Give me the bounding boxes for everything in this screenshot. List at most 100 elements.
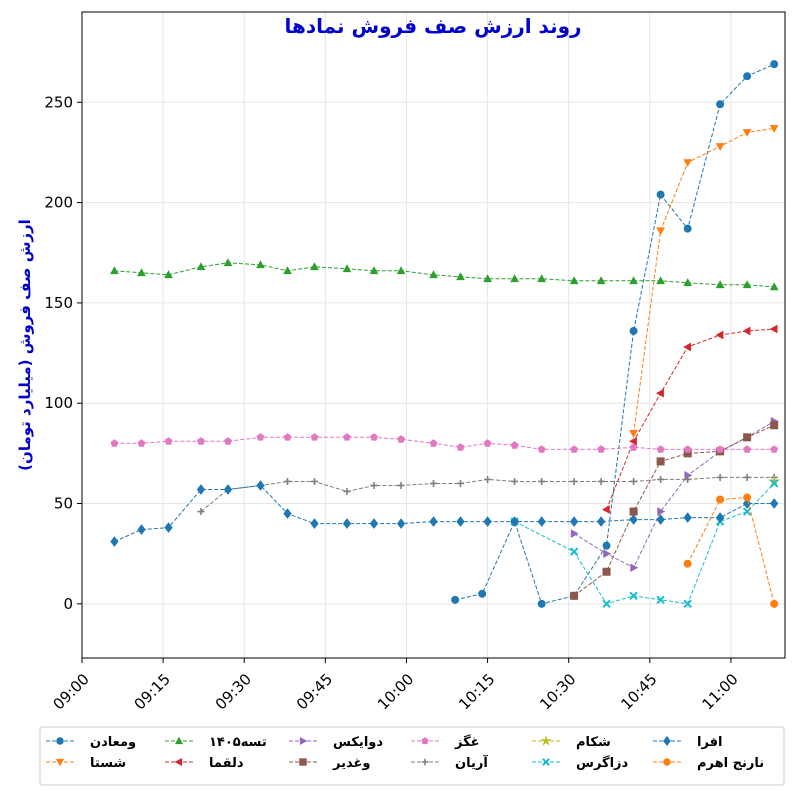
data-point [484, 475, 492, 483]
data-point [629, 430, 638, 438]
data-point [511, 477, 519, 485]
data-point [743, 445, 752, 453]
data-point [743, 433, 752, 442]
series-10 [110, 480, 779, 547]
data-point [283, 433, 292, 441]
data-point [510, 274, 519, 283]
legend-label: غگز [454, 734, 480, 750]
series-2 [110, 258, 779, 291]
y-tick-label: 50 [54, 495, 73, 513]
data-point [743, 493, 752, 502]
data-point [456, 516, 465, 527]
data-point [397, 435, 405, 443]
x-tick-label: 09:00 [50, 670, 93, 713]
series-line [454, 63, 775, 605]
legend-item: شستا [46, 756, 126, 771]
data-point [570, 591, 579, 600]
series-layer [110, 60, 781, 609]
data-point [370, 481, 378, 489]
data-point [742, 507, 752, 516]
legend-label: وغدیر [332, 756, 370, 771]
data-point [656, 276, 665, 285]
legend-label: نارنج اهرم [697, 756, 764, 771]
data-point [299, 758, 307, 766]
data-point [770, 498, 779, 509]
data-point [629, 443, 638, 451]
legend-item: دلقما [165, 756, 244, 771]
legend-item: دوایکس [289, 735, 383, 750]
x-tick-label: 10:45 [617, 670, 660, 713]
data-point [715, 330, 724, 340]
data-point [716, 495, 725, 504]
data-point [683, 342, 691, 352]
data-point [716, 473, 724, 481]
data-point [430, 479, 437, 487]
series-line [633, 127, 775, 434]
legend-item: وغدیر [289, 756, 370, 771]
data-point [429, 516, 438, 527]
data-point [715, 512, 725, 523]
data-point [715, 143, 725, 151]
data-point [137, 439, 146, 447]
y-axis-label: ارزش صف فروش (میلیارد تومان) [16, 219, 34, 471]
legend-label: دوایکس [333, 735, 383, 750]
y-tick-label: 150 [44, 294, 73, 312]
data-point [770, 599, 779, 608]
data-point [742, 326, 751, 336]
legend: ومعادن شستا تسه۱۴۰۵ دلقما دوایکس وغدیر غگز آریا… [39, 726, 785, 786]
x-tick-label: 09:30 [212, 670, 255, 713]
data-point [683, 159, 693, 168]
legend-item: افرا [653, 735, 723, 750]
data-point [137, 524, 146, 535]
data-point [663, 758, 671, 766]
data-point [256, 433, 265, 441]
data-point [483, 439, 492, 447]
data-point [110, 439, 119, 447]
series-3 [601, 324, 778, 514]
data-point [342, 518, 352, 529]
data-point [370, 433, 378, 441]
data-point [769, 479, 779, 488]
data-point [223, 484, 233, 495]
data-point [197, 437, 205, 445]
plot-area [81, 11, 786, 659]
series-line [114, 436, 775, 450]
data-point [197, 508, 205, 516]
data-point [483, 516, 492, 527]
data-point [629, 276, 638, 285]
x-tick-label: 10:15 [455, 670, 498, 713]
data-point [457, 479, 465, 487]
data-point [656, 595, 665, 605]
legend-label: شستا [90, 756, 126, 771]
x-axis-ticks: 09:00 09:15 09:30 09:45 10:00 10:15 10:30 10:45… [50, 658, 742, 713]
legend-item: تسه۱۴۰۵ [165, 735, 267, 750]
data-point [656, 514, 665, 525]
data-point [223, 258, 233, 267]
data-point [540, 734, 552, 746]
data-point [602, 599, 611, 609]
data-point [629, 436, 637, 446]
data-point [602, 567, 611, 576]
data-point [478, 589, 487, 598]
x-tick-label: 11:00 [698, 670, 741, 713]
data-point [256, 480, 265, 491]
data-point [429, 439, 438, 447]
series-line [514, 483, 775, 605]
series-1 [629, 125, 779, 438]
data-point [656, 227, 665, 236]
data-point [343, 433, 351, 441]
legend-item: دزاگرس [532, 755, 629, 771]
legend-label: ومعادن [90, 735, 136, 750]
data-point [743, 72, 752, 81]
data-point [657, 475, 665, 483]
data-point [656, 445, 665, 453]
grid-lines [81, 12, 785, 658]
data-point [683, 512, 692, 523]
data-point [656, 388, 664, 398]
data-point [174, 736, 184, 745]
data-point [164, 270, 173, 279]
legend-label: دلقما [209, 756, 244, 771]
series-9 [510, 479, 779, 609]
data-point [537, 516, 546, 527]
